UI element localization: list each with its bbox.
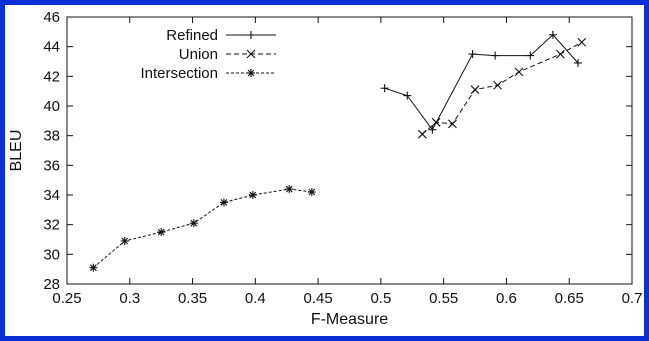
data-point-intersection bbox=[157, 228, 166, 237]
data-point-union bbox=[431, 117, 441, 127]
data-point-refined bbox=[468, 50, 477, 59]
series-line-intersection bbox=[93, 188, 312, 269]
y-tick-label: 40 bbox=[43, 98, 60, 115]
data-point-refined bbox=[403, 91, 412, 100]
series-union bbox=[417, 37, 587, 139]
x-tick-label: 0.55 bbox=[429, 290, 458, 307]
series-intersection bbox=[89, 185, 316, 272]
x-tick-label: 0.7 bbox=[622, 290, 643, 307]
data-point-union bbox=[514, 67, 524, 77]
data-point-refined bbox=[574, 58, 583, 67]
y-tick-label: 36 bbox=[43, 157, 60, 174]
data-point-refined bbox=[526, 51, 535, 60]
data-point-refined bbox=[380, 84, 389, 93]
data-point-refined bbox=[548, 30, 557, 39]
data-point-intersection bbox=[120, 236, 129, 245]
y-axis-label: BLEU bbox=[8, 130, 25, 172]
y-tick-label: 32 bbox=[43, 217, 60, 234]
data-point-intersection bbox=[285, 185, 294, 194]
legend-marker-union bbox=[246, 49, 256, 59]
x-tick-label: 0.4 bbox=[245, 290, 266, 307]
y-tick-label: 38 bbox=[43, 128, 60, 145]
legend-label-refined: Refined bbox=[166, 27, 218, 44]
y-tick-label: 30 bbox=[43, 246, 60, 263]
x-tick-label: 0.65 bbox=[555, 290, 584, 307]
data-point-intersection bbox=[248, 191, 257, 199]
series-line-union bbox=[421, 41, 583, 135]
x-tick-label: 0.3 bbox=[119, 290, 140, 307]
legend-label-intersection: Intersection bbox=[140, 65, 218, 82]
x-tick-label: 0.25 bbox=[52, 290, 81, 307]
data-point-refined bbox=[428, 125, 437, 134]
data-point-union bbox=[556, 49, 565, 59]
x-tick-label: 0.5 bbox=[370, 290, 391, 307]
data-point-union bbox=[417, 129, 427, 139]
legend: Refined Union Intersection bbox=[140, 27, 276, 82]
series-refined bbox=[380, 30, 583, 134]
x-tick-label: 0.6 bbox=[496, 290, 517, 307]
data-point-intersection bbox=[219, 198, 228, 207]
legend-item-intersection: Intersection bbox=[140, 65, 276, 82]
plot-area bbox=[66, 16, 633, 285]
x-axis-label: F-Measure bbox=[311, 311, 388, 328]
x-tick-label: 0.35 bbox=[178, 290, 207, 307]
data-point-intersection bbox=[307, 188, 316, 197]
data-point-intersection bbox=[189, 219, 198, 228]
data-point-refined bbox=[491, 51, 500, 60]
legend-marker-intersection bbox=[247, 69, 255, 77]
ticks: 0.25 0.3 0.35 0.4 0.45 0.5 0.55 0.6 0.65 0.7 28 30 3… bbox=[43, 9, 642, 307]
data-point-union bbox=[448, 119, 457, 129]
x-tick-label: 0.45 bbox=[304, 290, 333, 307]
legend-label-union: Union bbox=[179, 46, 218, 63]
data-point-intersection bbox=[89, 263, 98, 272]
series bbox=[89, 30, 587, 272]
y-tick-label: 28 bbox=[43, 276, 60, 293]
y-tick-label: 42 bbox=[43, 68, 60, 85]
data-point-union bbox=[470, 85, 480, 95]
data-point-union bbox=[577, 37, 587, 47]
data-point-union bbox=[493, 80, 503, 90]
series-line-refined bbox=[384, 34, 579, 131]
y-tick-label: 34 bbox=[43, 187, 60, 204]
legend-item-union: Union bbox=[179, 46, 276, 63]
legend-marker-refined bbox=[247, 31, 255, 39]
y-tick-label: 44 bbox=[43, 39, 60, 56]
y-tick-label: 46 bbox=[43, 9, 60, 26]
legend-item-refined: Refined bbox=[166, 27, 276, 44]
